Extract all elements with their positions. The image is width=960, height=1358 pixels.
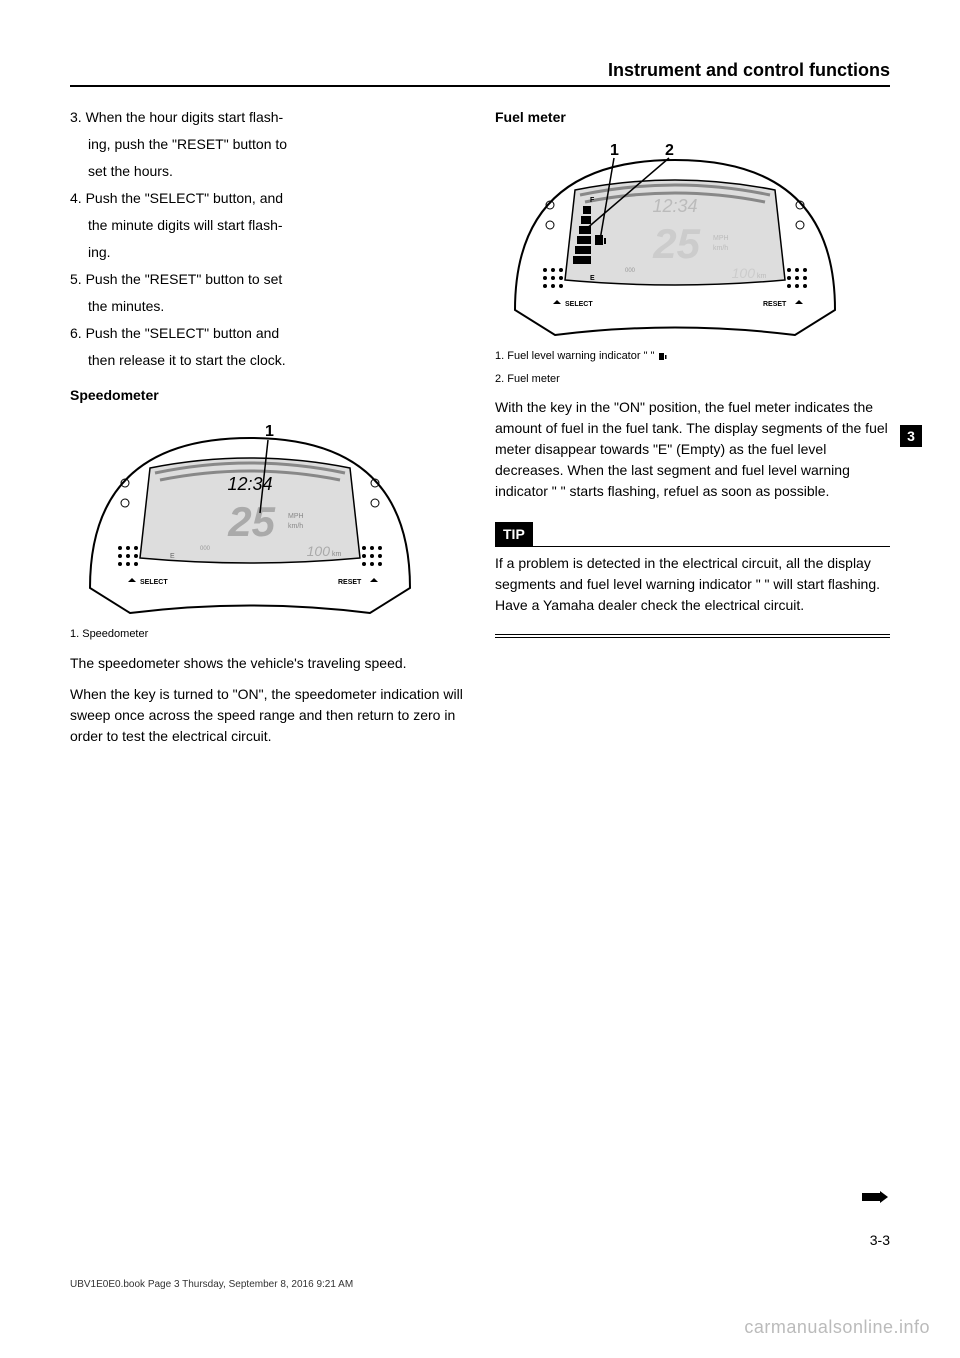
svg-text:km/h: km/h bbox=[713, 245, 728, 252]
footer-meta: UBV1E0E0.book Page 3 Thursday, September… bbox=[70, 1279, 353, 1290]
header-title: Instrument and control functions bbox=[608, 60, 890, 80]
speed-value: 25 bbox=[227, 498, 275, 545]
content-columns: 3. When the hour digits start flash- ing… bbox=[70, 107, 890, 753]
svg-text:1: 1 bbox=[610, 142, 619, 159]
svg-text:km: km bbox=[757, 273, 767, 280]
watermark: carmanualsonline.info bbox=[744, 1317, 930, 1338]
page-number: 3-3 bbox=[870, 1232, 890, 1248]
figure-caption: 2. Fuel meter bbox=[495, 371, 890, 388]
svg-text:MPH: MPH bbox=[288, 513, 304, 520]
header-rule bbox=[70, 85, 890, 87]
manual-page: Instrument and control functions 3 3. Wh… bbox=[0, 0, 960, 1358]
svg-text:25: 25 bbox=[652, 220, 700, 267]
svg-text:RESET: RESET bbox=[763, 301, 787, 308]
tip-text: If a problem is detected in the electric… bbox=[495, 553, 890, 616]
step-text: 6. Push the "SELECT" button and bbox=[70, 323, 465, 344]
section-end-rule bbox=[495, 634, 890, 638]
step-text: then release it to start the clock. bbox=[70, 350, 465, 371]
fuel-pump-icon bbox=[658, 351, 668, 361]
section-heading: Speedometer bbox=[70, 385, 465, 406]
step-text: set the hours. bbox=[70, 161, 465, 182]
section-heading: Fuel meter bbox=[495, 107, 890, 128]
svg-text:12:34: 12:34 bbox=[652, 196, 697, 216]
speedometer-figure: 12:34 25 MPH km/h 100 km E 000 bbox=[70, 418, 465, 618]
step-text: 4. Push the "SELECT" button, and bbox=[70, 188, 465, 209]
step-text: ing, push the "RESET" button to bbox=[70, 134, 465, 155]
svg-text:MPH: MPH bbox=[713, 235, 729, 242]
svg-text:F: F bbox=[590, 197, 595, 204]
step-text: 3. When the hour digits start flash- bbox=[70, 107, 465, 128]
body-text: With the key in the "ON" position, the f… bbox=[495, 397, 890, 502]
svg-text:2: 2 bbox=[665, 142, 674, 159]
tip-label: TIP bbox=[495, 522, 533, 547]
svg-text:E: E bbox=[590, 275, 595, 282]
step-text: the minutes. bbox=[70, 296, 465, 317]
continue-arrow-icon bbox=[860, 1191, 890, 1218]
svg-text:km/h: km/h bbox=[288, 523, 303, 530]
svg-text:RESET: RESET bbox=[338, 579, 362, 586]
chapter-tab: 3 bbox=[900, 425, 922, 447]
svg-text:100: 100 bbox=[732, 265, 756, 281]
svg-text:E: E bbox=[170, 553, 175, 560]
fuel-meter-figure: 12:34 25 MPH km/h 100 km F bbox=[495, 140, 890, 340]
callout-number: 1 bbox=[265, 423, 274, 440]
clock-text: 12:34 bbox=[227, 474, 272, 494]
svg-text:000: 000 bbox=[625, 268, 636, 274]
right-column: Fuel meter 12:34 25 MPH km/h bbox=[495, 107, 890, 753]
left-column: 3. When the hour digits start flash- ing… bbox=[70, 107, 465, 753]
svg-text:SELECT: SELECT bbox=[565, 301, 593, 308]
figure-caption: 1. Speedometer bbox=[70, 626, 465, 643]
svg-text:100: 100 bbox=[307, 543, 331, 559]
body-text: When the key is turned to "ON", the spee… bbox=[70, 684, 465, 747]
step-text: 5. Push the "RESET" button to set bbox=[70, 269, 465, 290]
svg-text:000: 000 bbox=[200, 546, 211, 552]
body-text: The speedometer shows the vehicle's trav… bbox=[70, 653, 465, 674]
step-text: ing. bbox=[70, 242, 465, 263]
step-text: the minute digits will start flash- bbox=[70, 215, 465, 236]
tip-rule bbox=[495, 546, 890, 547]
figure-caption: 1. Fuel level warning indicator " " bbox=[495, 348, 890, 365]
svg-text:SELECT: SELECT bbox=[140, 579, 168, 586]
page-header: Instrument and control functions bbox=[70, 60, 890, 85]
svg-text:km: km bbox=[332, 551, 342, 558]
